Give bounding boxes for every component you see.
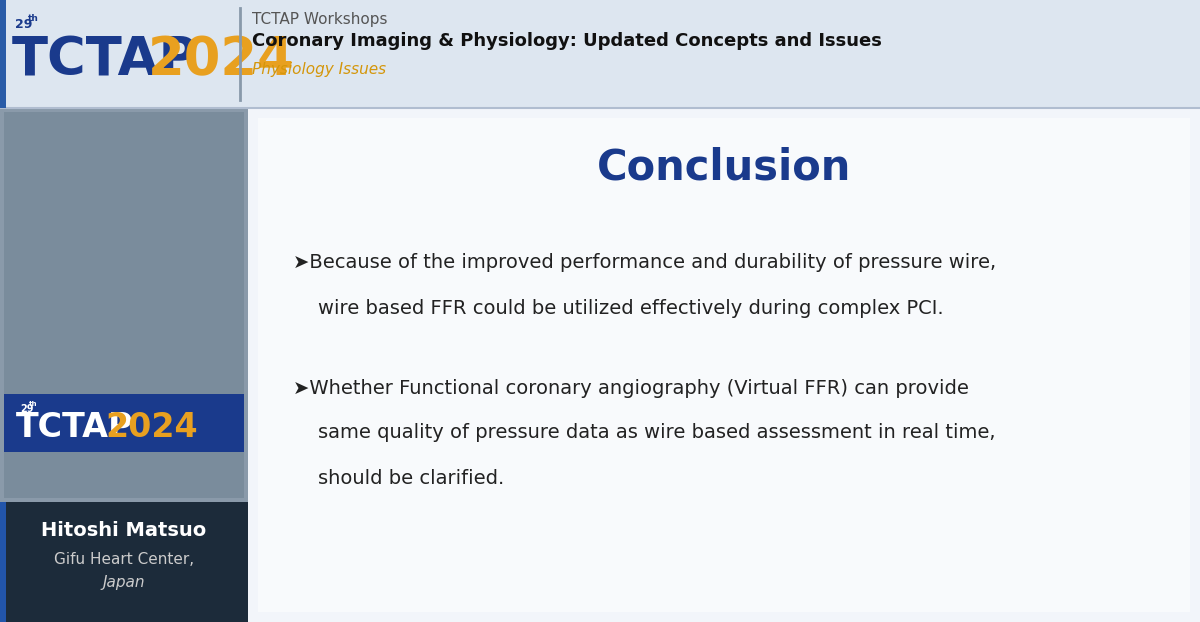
Bar (4, 112, 244, 498)
Text: TCTAP: TCTAP (16, 411, 133, 444)
Text: 29: 29 (14, 18, 32, 31)
Text: th: th (28, 14, 38, 23)
Bar (258, 118, 1190, 612)
Text: 29: 29 (20, 404, 34, 414)
Text: Conclusion: Conclusion (596, 147, 851, 189)
Bar (0, 0, 1200, 108)
Text: Japan: Japan (103, 575, 145, 590)
Text: Physiology Issues: Physiology Issues (252, 62, 386, 77)
Text: ➤Whether Functional coronary angiography (Virtual FFR) can provide: ➤Whether Functional coronary angiography… (293, 379, 968, 397)
Bar (248, 108, 1200, 622)
Text: Gifu Heart Center,: Gifu Heart Center, (54, 552, 194, 567)
Text: same quality of pressure data as wire based assessment in real time,: same quality of pressure data as wire ba… (293, 424, 996, 442)
Text: 2024: 2024 (106, 411, 198, 444)
Bar (4, 394, 244, 452)
Text: TCTAP Workshops: TCTAP Workshops (252, 12, 388, 27)
Text: Coronary Imaging & Physiology: Updated Concepts and Issues: Coronary Imaging & Physiology: Updated C… (252, 32, 882, 50)
Text: th: th (29, 401, 37, 407)
Bar (0, 108, 248, 502)
Text: should be clarified.: should be clarified. (293, 468, 504, 488)
Text: Hitoshi Matsuo: Hitoshi Matsuo (41, 521, 206, 539)
Bar (0, 502, 6, 622)
Text: wire based FFR could be utilized effectively during complex PCI.: wire based FFR could be utilized effecti… (293, 299, 943, 317)
Text: 2024: 2024 (148, 34, 295, 86)
Text: TCTAP: TCTAP (12, 34, 198, 86)
Bar (0, 0, 6, 108)
Text: ➤Because of the improved performance and durability of pressure wire,: ➤Because of the improved performance and… (293, 254, 996, 272)
Bar (0, 502, 248, 622)
